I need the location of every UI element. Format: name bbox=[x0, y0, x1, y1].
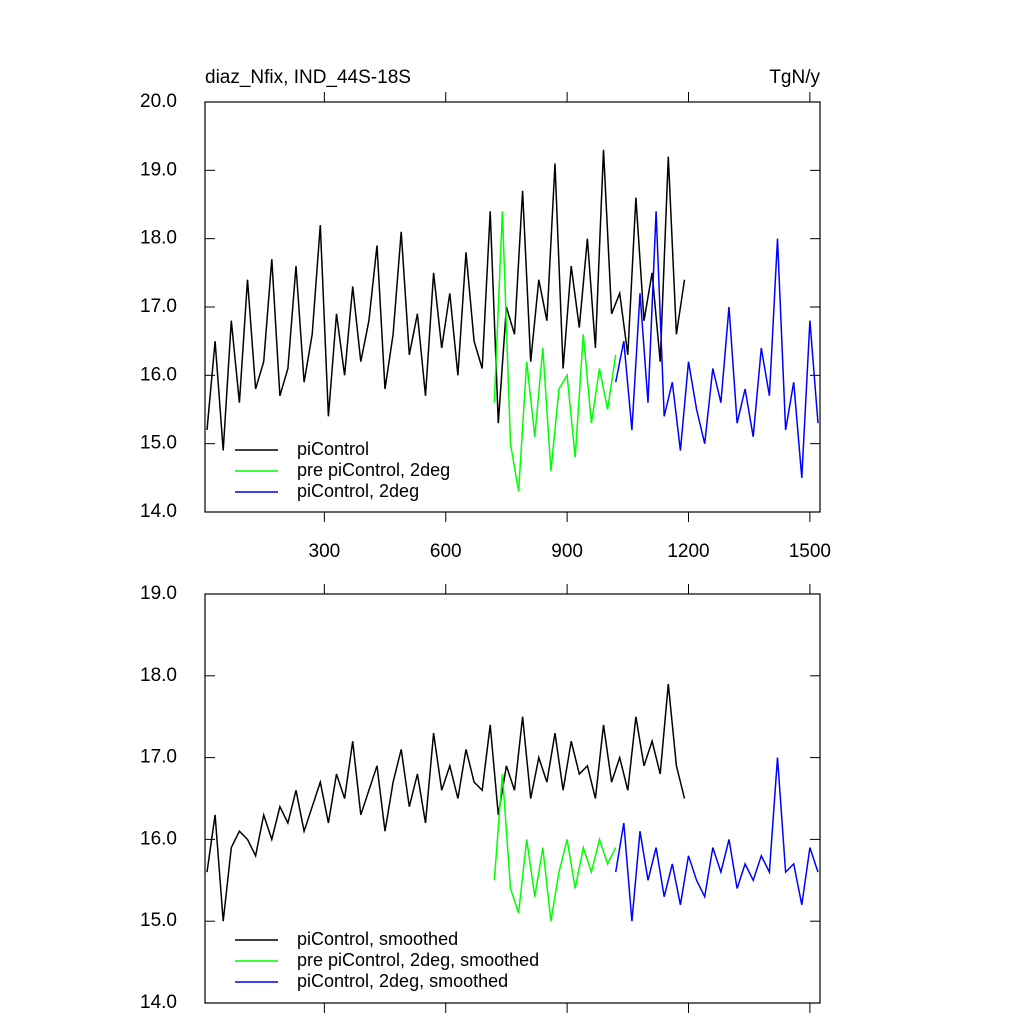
data-line bbox=[614, 757, 819, 922]
data-line bbox=[206, 149, 686, 451]
y-tick-label: 20.0 bbox=[140, 91, 177, 112]
y-tick-label: 18.0 bbox=[140, 665, 177, 686]
y-tick-label: 15.0 bbox=[140, 433, 177, 454]
y-tick-label: 17.0 bbox=[140, 747, 177, 768]
legend-label: piControl, 2deg bbox=[297, 481, 419, 501]
legend-label: piControl, smoothed bbox=[297, 929, 458, 949]
data-line bbox=[206, 683, 686, 922]
y-tick-label: 19.0 bbox=[140, 159, 177, 180]
legend-label: pre piControl, 2deg bbox=[297, 460, 450, 480]
y-tick-label: 14.0 bbox=[140, 992, 177, 1013]
x-tick-label: 900 bbox=[551, 541, 583, 562]
y-tick-label: 17.0 bbox=[140, 296, 177, 317]
y-tick-label: 19.0 bbox=[140, 583, 177, 604]
y-tick-label: 14.0 bbox=[140, 501, 177, 522]
plot-frame bbox=[204, 593, 821, 1004]
y-tick-label: 16.0 bbox=[140, 828, 177, 849]
y-tick-label: 15.0 bbox=[140, 910, 177, 931]
x-tick-label: 300 bbox=[309, 541, 341, 562]
data-line bbox=[614, 211, 819, 478]
chart-title: diaz_Nfix, IND_44S-18S bbox=[205, 67, 411, 88]
y-tick-label: 18.0 bbox=[140, 228, 177, 249]
x-tick-label: 1500 bbox=[789, 541, 831, 562]
data-line bbox=[493, 773, 617, 922]
legend-label: piControl bbox=[297, 439, 369, 459]
legend-label: piControl, 2deg, smoothed bbox=[297, 971, 508, 991]
y-tick-label: 16.0 bbox=[140, 364, 177, 385]
units-label: TgN/y bbox=[769, 67, 820, 88]
x-tick-label: 1200 bbox=[667, 541, 709, 562]
x-tick-label: 600 bbox=[430, 541, 462, 562]
legend-label: pre piControl, 2deg, smoothed bbox=[297, 950, 539, 970]
data-line bbox=[493, 211, 617, 492]
